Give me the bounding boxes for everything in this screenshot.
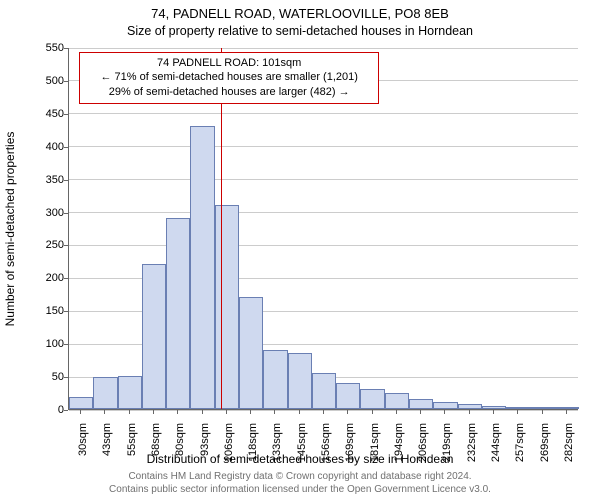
y-tick-label: 250 <box>34 239 64 251</box>
x-tick-mark <box>444 410 445 414</box>
x-axis-label: Distribution of semi-detached houses by … <box>0 452 600 466</box>
x-tick-mark <box>542 410 543 414</box>
x-tick-mark <box>250 410 251 414</box>
footer-line-2: Contains public sector information licen… <box>109 484 491 495</box>
histogram-bar <box>433 402 457 409</box>
y-tick-label: 0 <box>34 404 64 416</box>
y-tick-mark <box>64 114 68 115</box>
y-tick-mark <box>64 48 68 49</box>
y-tick-label: 300 <box>34 207 64 219</box>
x-tick-mark <box>274 410 275 414</box>
x-tick-mark <box>396 410 397 414</box>
chart-container: 74, PADNELL ROAD, WATERLOOVILLE, PO8 8EB… <box>0 0 600 500</box>
x-tick-mark <box>517 410 518 414</box>
histogram-bar <box>93 377 117 409</box>
x-tick-mark <box>420 410 421 414</box>
y-tick-label: 150 <box>34 305 64 317</box>
x-tick-mark <box>566 410 567 414</box>
annot-line-3: 29% of semi-detached houses are larger (… <box>109 86 350 98</box>
x-tick-mark <box>104 410 105 414</box>
annot-line-1: 74 PADNELL ROAD: 101sqm <box>157 57 301 69</box>
y-tick-label: 350 <box>34 174 64 186</box>
x-tick-mark <box>202 410 203 414</box>
annot-line-2: ← 71% of semi-detached houses are smalle… <box>100 71 357 83</box>
y-tick-label: 400 <box>34 141 64 153</box>
y-tick-label: 200 <box>34 272 64 284</box>
gridline <box>69 113 578 114</box>
footer-line-1: Contains HM Land Registry data © Crown c… <box>128 471 471 482</box>
x-tick-mark <box>347 410 348 414</box>
x-tick-mark <box>153 410 154 414</box>
y-tick-label: 550 <box>34 42 64 54</box>
histogram-bar <box>530 407 554 409</box>
chart-title-main: 74, PADNELL ROAD, WATERLOOVILLE, PO8 8EB <box>0 6 600 21</box>
histogram-bar <box>69 397 93 409</box>
histogram-bar <box>263 350 287 409</box>
gridline <box>69 212 578 213</box>
y-tick-mark <box>64 213 68 214</box>
histogram-bar <box>336 383 360 409</box>
x-tick-mark <box>323 410 324 414</box>
x-tick-mark <box>372 410 373 414</box>
histogram-bar <box>385 393 409 409</box>
plot-area: 74 PADNELL ROAD: 101sqm ← 71% of semi-det… <box>68 48 578 410</box>
y-tick-mark <box>64 245 68 246</box>
histogram-bar <box>239 297 263 409</box>
gridline <box>69 179 578 180</box>
y-tick-label: 500 <box>34 75 64 87</box>
histogram-bar <box>166 218 190 409</box>
x-tick-mark <box>226 410 227 414</box>
histogram-bar <box>482 406 506 409</box>
x-tick-mark <box>299 410 300 414</box>
chart-title-sub: Size of property relative to semi-detach… <box>0 24 600 38</box>
x-tick-mark <box>80 410 81 414</box>
annotation-box: 74 PADNELL ROAD: 101sqm ← 71% of semi-det… <box>79 52 379 105</box>
footer-attribution: Contains HM Land Registry data © Crown c… <box>0 470 600 496</box>
x-tick-mark <box>129 410 130 414</box>
y-tick-mark <box>64 180 68 181</box>
histogram-bar <box>555 407 579 409</box>
histogram-bar <box>506 407 530 409</box>
y-tick-mark <box>64 377 68 378</box>
histogram-bar <box>142 264 166 409</box>
y-tick-label: 50 <box>34 371 64 383</box>
y-tick-label: 450 <box>34 108 64 120</box>
y-tick-label: 100 <box>34 338 64 350</box>
x-tick-mark <box>469 410 470 414</box>
gridline <box>69 245 578 246</box>
x-tick-mark <box>177 410 178 414</box>
x-tick-mark <box>493 410 494 414</box>
histogram-bar <box>458 404 482 409</box>
gridline <box>69 48 578 49</box>
y-tick-mark <box>64 344 68 345</box>
histogram-bar <box>360 389 384 409</box>
y-tick-mark <box>64 311 68 312</box>
y-tick-mark <box>64 81 68 82</box>
y-tick-mark <box>64 147 68 148</box>
histogram-bar <box>215 205 239 409</box>
histogram-bar <box>288 353 312 409</box>
y-tick-mark <box>64 410 68 411</box>
y-axis-label: Number of semi-detached properties <box>3 132 17 327</box>
histogram-bar <box>118 376 142 409</box>
y-tick-mark <box>64 278 68 279</box>
gridline <box>69 146 578 147</box>
histogram-bar <box>409 399 433 409</box>
histogram-bar <box>312 373 336 409</box>
histogram-bar <box>190 126 214 409</box>
